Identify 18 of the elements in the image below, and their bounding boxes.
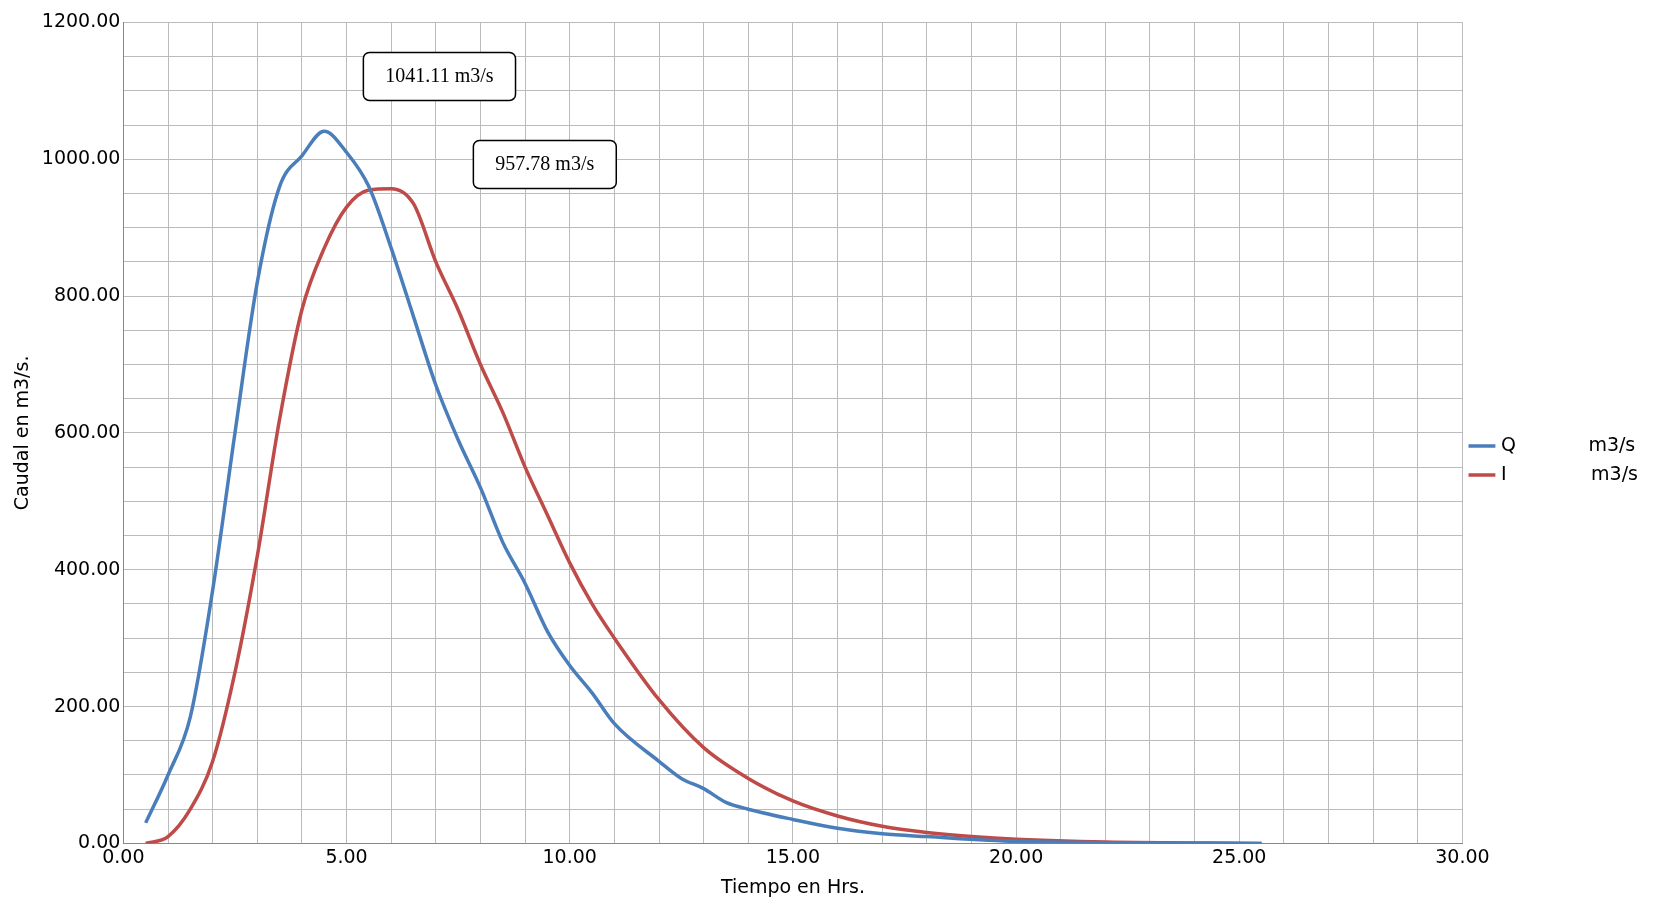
annotation: 957.78 m3/s bbox=[495, 151, 595, 174]
y-tick-label: 1000.00 bbox=[41, 146, 121, 169]
y-axis-title: Caudal en m3/s. bbox=[10, 355, 33, 511]
x-tick-label: 25.00 bbox=[1212, 844, 1267, 867]
y-tick-label: 400.00 bbox=[53, 556, 121, 579]
y-tick-label: 800.00 bbox=[53, 283, 121, 305]
y-tick-label: 1200.00 bbox=[41, 9, 121, 32]
x-tick-label: 5.00 bbox=[325, 844, 368, 867]
legend-label: I m3/s bbox=[1500, 461, 1639, 484]
x-tick-label: 10.00 bbox=[542, 844, 597, 867]
annotation: 1041.11 m3/s bbox=[385, 63, 494, 86]
legend-label: Q m3/s bbox=[1500, 432, 1636, 455]
x-tick-label: 20.00 bbox=[988, 844, 1044, 867]
x-tick-label: 30.00 bbox=[1435, 844, 1490, 867]
x-tick-label: 15.00 bbox=[765, 844, 821, 867]
y-tick-label: 200.00 bbox=[53, 693, 121, 716]
y-tick-label: 600.00 bbox=[53, 419, 121, 442]
x-axis-title: Tiempo en Hrs. bbox=[719, 874, 865, 897]
